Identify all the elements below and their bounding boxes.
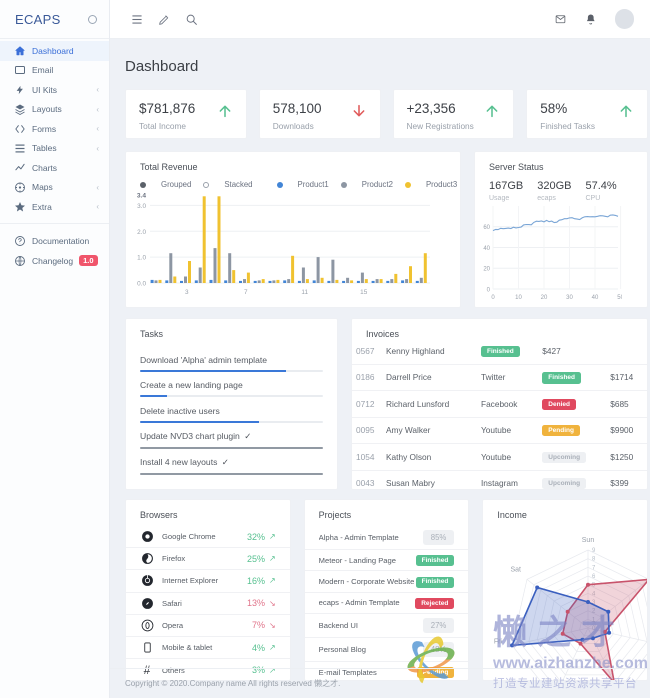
svg-text:3.0: 3.0	[137, 203, 146, 210]
svg-text:1.0: 1.0	[137, 255, 146, 262]
svg-text:60: 60	[483, 225, 490, 231]
svg-text:40: 40	[592, 295, 599, 301]
svg-text:Sat: Sat	[511, 566, 522, 573]
svg-text:50: 50	[617, 295, 622, 301]
svg-text:40: 40	[483, 246, 490, 252]
svg-text:3: 3	[185, 289, 189, 296]
svg-text:0: 0	[491, 295, 495, 301]
svg-text:7: 7	[244, 289, 248, 296]
svg-text:0.0: 0.0	[137, 281, 146, 288]
svg-text:7: 7	[592, 565, 596, 571]
svg-text:8: 8	[592, 557, 596, 563]
svg-text:15: 15	[360, 289, 368, 296]
svg-text:9: 9	[592, 548, 596, 554]
svg-text:0: 0	[487, 287, 491, 293]
svg-text:30: 30	[566, 295, 573, 301]
svg-text:20: 20	[541, 295, 548, 301]
svg-text:20: 20	[483, 267, 490, 273]
svg-text:10: 10	[515, 295, 522, 301]
svg-text:3.4: 3.4	[137, 193, 146, 200]
svg-text:2.0: 2.0	[137, 229, 146, 236]
svg-text:11: 11	[301, 289, 308, 296]
svg-text:6: 6	[592, 574, 596, 580]
svg-text:Fri: Fri	[494, 638, 503, 645]
svg-text:Sun: Sun	[582, 537, 595, 544]
